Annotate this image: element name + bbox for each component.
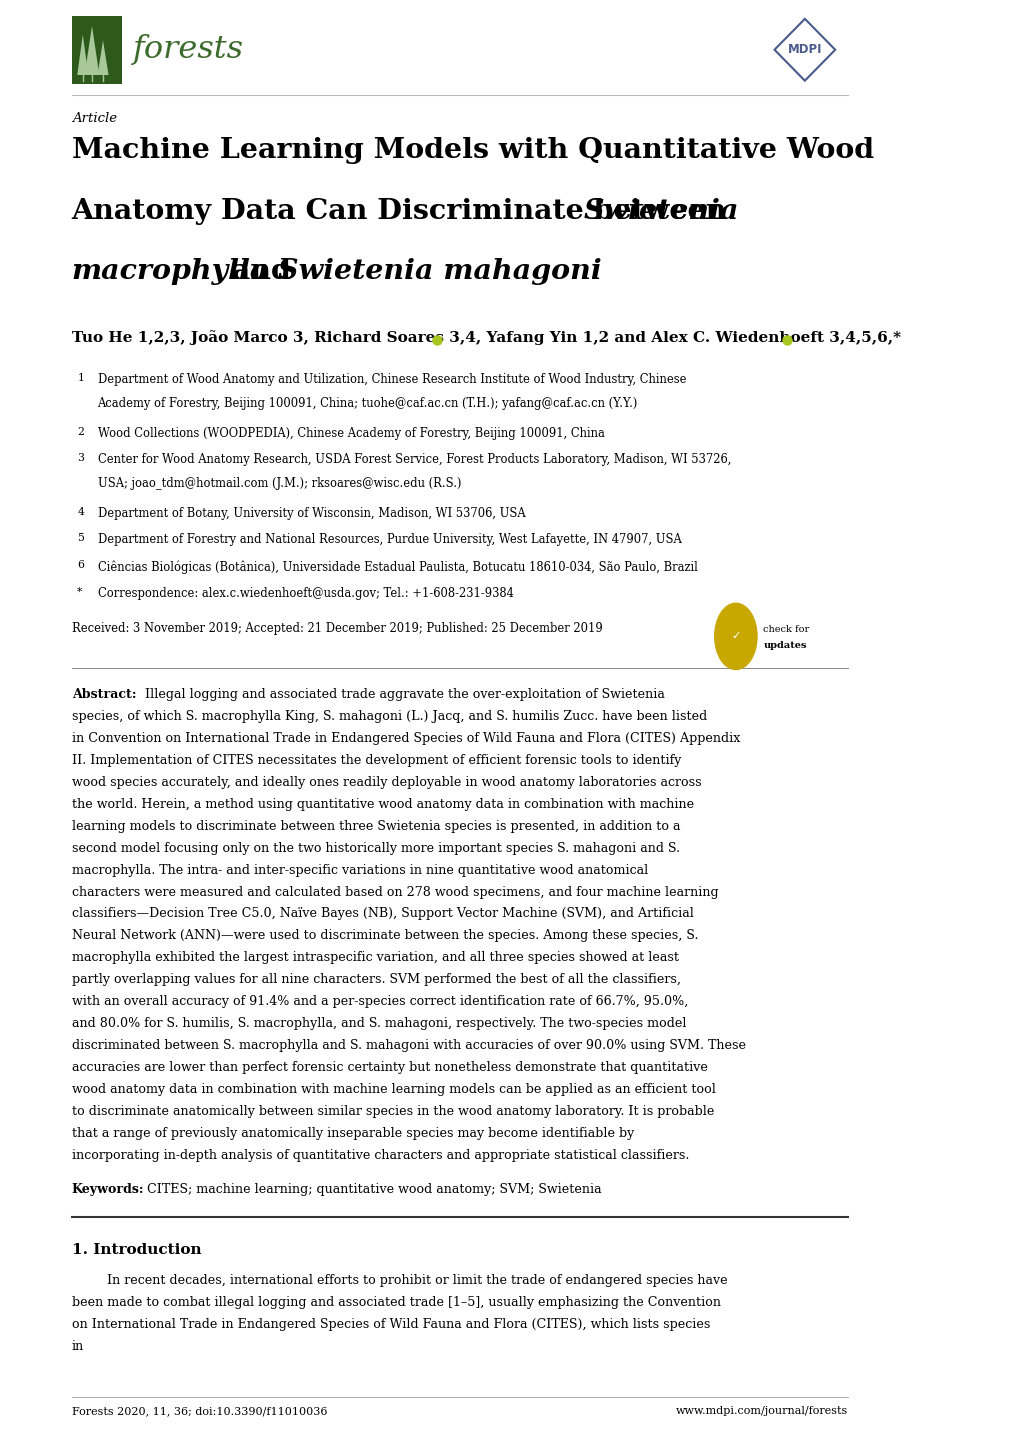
Text: CITES; machine learning; quantitative wood anatomy; SVM; Swietenia: CITES; machine learning; quantitative wo…: [144, 1184, 601, 1197]
Text: Machine Learning Models with Quantitative Wood: Machine Learning Models with Quantitativ…: [71, 137, 873, 164]
Text: Abstract:: Abstract:: [71, 688, 137, 701]
Text: www.mdpi.com/journal/forests: www.mdpi.com/journal/forests: [676, 1406, 847, 1416]
Text: in Convention on International Trade in Endangered Species of Wild Fauna and Flo: in Convention on International Trade in …: [71, 733, 740, 746]
Text: with an overall accuracy of 91.4% and a per-species correct identification rate : with an overall accuracy of 91.4% and a …: [71, 995, 688, 1008]
Text: Illegal logging and associated trade aggravate the over-exploitation of Swieteni: Illegal logging and associated trade agg…: [141, 688, 664, 701]
Text: accuracies are lower than perfect forensic certainty but nonetheless demonstrate: accuracies are lower than perfect forens…: [71, 1061, 707, 1074]
Text: MDPI: MDPI: [787, 43, 821, 56]
Text: *: *: [77, 587, 83, 597]
Text: characters were measured and calculated based on 278 wood specimens, and four ma: characters were measured and calculated …: [71, 885, 717, 898]
Text: Anatomy Data Can Discriminate between: Anatomy Data Can Discriminate between: [71, 198, 737, 225]
Text: 1. Introduction: 1. Introduction: [71, 1243, 201, 1256]
Text: II. Implementation of CITES necessitates the development of efficient forensic t: II. Implementation of CITES necessitates…: [71, 754, 681, 767]
Text: 6: 6: [77, 559, 85, 570]
Text: 4: 4: [77, 506, 84, 516]
Text: updates: updates: [762, 640, 806, 650]
Text: 5: 5: [77, 534, 84, 544]
Text: in: in: [71, 1340, 84, 1353]
Text: wood species accurately, and ideally ones readily deployable in wood anatomy lab: wood species accurately, and ideally one…: [71, 776, 701, 789]
Text: 2: 2: [77, 427, 85, 437]
Text: Keywords:: Keywords:: [71, 1184, 144, 1197]
Text: Center for Wood Anatomy Research, USDA Forest Service, Forest Products Laborator: Center for Wood Anatomy Research, USDA F…: [98, 453, 731, 466]
Text: forests: forests: [133, 35, 245, 65]
Text: to discriminate anatomically between similar species in the wood anatomy laborat: to discriminate anatomically between sim…: [71, 1105, 713, 1118]
Text: macrophylla: macrophylla: [71, 258, 269, 286]
Text: 1: 1: [77, 373, 85, 384]
Text: Department of Forestry and National Resources, Purdue University, West Lafayette: Department of Forestry and National Reso…: [98, 534, 681, 547]
Polygon shape: [77, 35, 89, 75]
FancyBboxPatch shape: [71, 16, 122, 84]
Text: species, of which S. macrophylla King, S. mahagoni (L.) Jacq, and S. humilis Zuc: species, of which S. macrophylla King, S…: [71, 711, 706, 724]
Polygon shape: [98, 40, 108, 75]
Text: USA; joao_tdm@hotmail.com (J.M.); rksoares@wisc.edu (R.S.): USA; joao_tdm@hotmail.com (J.M.); rksoar…: [98, 477, 461, 490]
Text: Correspondence: alex.c.wiedenhoeft@usda.gov; Tel.: +1-608-231-9384: Correspondence: alex.c.wiedenhoeft@usda.…: [98, 587, 513, 600]
Text: Swietenia: Swietenia: [584, 198, 739, 225]
Text: In recent decades, international efforts to prohibit or limit the trade of endan: In recent decades, international efforts…: [107, 1275, 727, 1288]
Text: discriminated between S. macrophylla and S. mahagoni with accuracies of over 90.: discriminated between S. macrophylla and…: [71, 1040, 745, 1053]
Text: Forests 2020, 11, 36; doi:10.3390/f11010036: Forests 2020, 11, 36; doi:10.3390/f11010…: [71, 1406, 327, 1416]
Text: wood anatomy data in combination with machine learning models can be applied as : wood anatomy data in combination with ma…: [71, 1083, 715, 1096]
Text: that a range of previously anatomically inseparable species may become identifia: that a range of previously anatomically …: [71, 1126, 634, 1139]
Text: and 80.0% for S. humilis, S. macrophylla, and S. mahagoni, respectively. The two: and 80.0% for S. humilis, S. macrophylla…: [71, 1017, 686, 1030]
Text: incorporating in-depth analysis of quantitative characters and appropriate stati: incorporating in-depth analysis of quant…: [71, 1149, 689, 1162]
Text: Tuo He 1,2,3, João Marco 3, Richard Soares 3,4, Yafang Yin 1,2 and Alex C. Wiede: Tuo He 1,2,3, João Marco 3, Richard Soar…: [71, 330, 900, 345]
Circle shape: [714, 603, 756, 669]
Text: classifiers—Decision Tree C5.0, Naïve Bayes (NB), Support Vector Machine (SVM), : classifiers—Decision Tree C5.0, Naïve Ba…: [71, 907, 693, 920]
Text: Department of Botany, University of Wisconsin, Madison, WI 53706, USA: Department of Botany, University of Wisc…: [98, 506, 525, 519]
Text: ✓: ✓: [731, 632, 740, 642]
Text: macrophylla exhibited the largest intraspecific variation, and all three species: macrophylla exhibited the largest intras…: [71, 952, 678, 965]
Text: second model focusing only on the two historically more important species S. mah: second model focusing only on the two hi…: [71, 842, 679, 855]
Text: Swietenia mahagoni: Swietenia mahagoni: [277, 258, 601, 286]
Text: Received: 3 November 2019; Accepted: 21 December 2019; Published: 25 December 20: Received: 3 November 2019; Accepted: 21 …: [71, 622, 602, 634]
Polygon shape: [85, 26, 99, 75]
Text: partly overlapping values for all nine characters. SVM performed the best of all: partly overlapping values for all nine c…: [71, 973, 680, 986]
Text: 3: 3: [77, 453, 85, 463]
Text: Neural Network (ANN)—were used to discriminate between the species. Among these : Neural Network (ANN)—were used to discri…: [71, 930, 697, 943]
Text: Wood Collections (WOODPEDIA), Chinese Academy of Forestry, Beijing 100091, China: Wood Collections (WOODPEDIA), Chinese Ac…: [98, 427, 604, 440]
Text: check for: check for: [762, 624, 809, 634]
Text: Department of Wood Anatomy and Utilization, Chinese Research Institute of Wood I: Department of Wood Anatomy and Utilizati…: [98, 373, 686, 386]
Text: learning models to discriminate between three Swietenia species is presented, in: learning models to discriminate between …: [71, 820, 680, 833]
Text: Academy of Forestry, Beijing 100091, China; tuohe@caf.ac.cn (T.H.); yafang@caf.a: Academy of Forestry, Beijing 100091, Chi…: [98, 398, 637, 411]
Text: and: and: [221, 258, 301, 286]
Text: macrophylla. The intra- and inter-specific variations in nine quantitative wood : macrophylla. The intra- and inter-specif…: [71, 864, 647, 877]
Text: Article: Article: [71, 112, 117, 125]
Text: on International Trade in Endangered Species of Wild Fauna and Flora (CITES), wh: on International Trade in Endangered Spe…: [71, 1318, 709, 1331]
Text: Ciências Biológicas (Botânica), Universidade Estadual Paulista, Botucatu 18610-0: Ciências Biológicas (Botânica), Universi…: [98, 559, 697, 574]
Text: been made to combat illegal logging and associated trade [1–5], usually emphasiz: been made to combat illegal logging and …: [71, 1296, 720, 1309]
Text: the world. Herein, a method using quantitative wood anatomy data in combination : the world. Herein, a method using quanti…: [71, 797, 693, 810]
